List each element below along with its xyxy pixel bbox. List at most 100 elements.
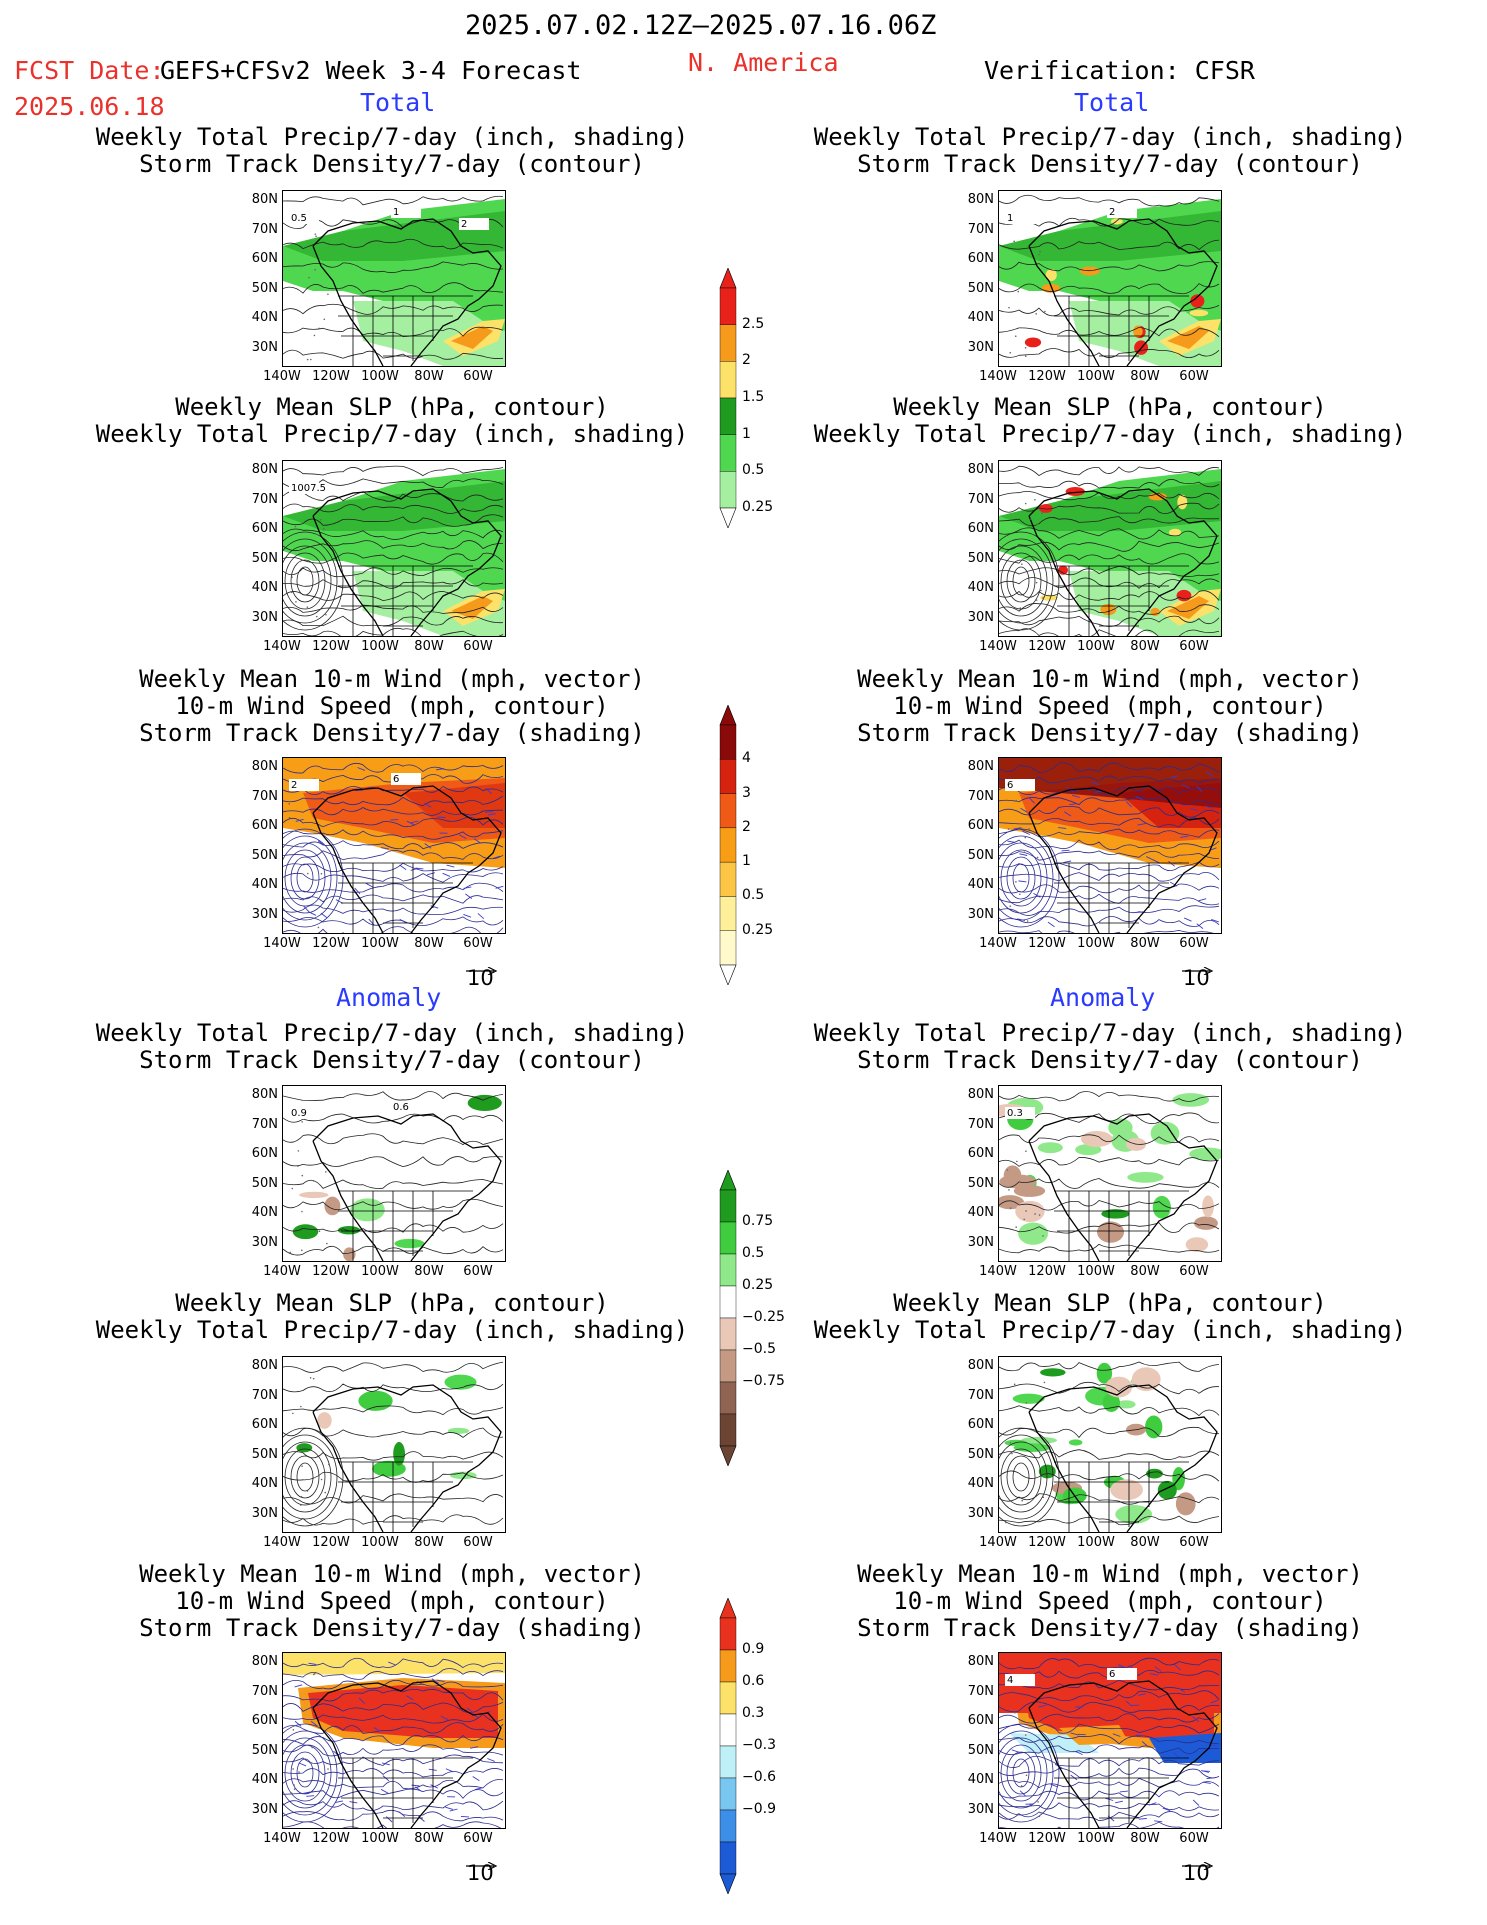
vector-reference-arrow-icon: [466, 960, 498, 976]
lon-tick-label: 80W: [1130, 1831, 1160, 1846]
contour-label-text: 0.6: [393, 1102, 409, 1113]
contour-label-text: 6: [1007, 780, 1013, 791]
total-label-right: Total: [1074, 88, 1150, 117]
lon-tick-label: 60W: [1179, 1831, 1209, 1846]
lon-tick-label: 80W: [414, 639, 444, 654]
contour-label: 6: [391, 773, 421, 785]
colorbar-precip_total: [719, 268, 737, 528]
colorbar-label: −0.3: [742, 1737, 776, 1753]
map-svg: 46: [999, 1653, 1221, 1828]
panel-title: Weekly Total Precip/7-day (inch, shading…: [95, 1316, 689, 1344]
colorbar-label: −0.9: [742, 1801, 776, 1817]
lon-tick-label: 140W: [263, 1535, 301, 1550]
fcst-date-label: FCST Date:: [14, 56, 165, 85]
lat-tick-label: 30N: [967, 1505, 994, 1521]
lat-tick-label: 60N: [967, 818, 994, 833]
lat-tick-label: 30N: [251, 609, 278, 625]
lon-tick-label: 100W: [361, 369, 399, 384]
contour-label-text: 2: [291, 780, 297, 791]
lon-tick-label: 60W: [463, 1831, 493, 1846]
total-label-left: Total: [360, 88, 436, 117]
map-svg: [999, 461, 1221, 636]
lat-tick-label: 70N: [967, 221, 994, 237]
panel-title: Weekly Mean 10-m Wind (mph, vector): [139, 1560, 645, 1588]
lon-tick-label: 60W: [463, 936, 493, 951]
panel-title: Weekly Mean 10-m Wind (mph, vector): [139, 665, 645, 693]
contour-label: 6: [1005, 779, 1035, 791]
lon-tick-label: 120W: [312, 639, 350, 654]
panel-title: Storm Track Density/7-day (contour): [139, 150, 645, 178]
lon-tick-label: 140W: [263, 369, 301, 384]
lon-tick-label: 80W: [414, 1535, 444, 1550]
lat-tick-label: 60N: [967, 251, 994, 266]
lat-tick-label: 60N: [967, 1146, 994, 1161]
contour-label-text: 1: [393, 207, 399, 218]
colorbar-label: 1.5: [742, 389, 765, 405]
panel-title: 10-m Wind Speed (mph, contour): [175, 692, 609, 720]
colorbar-label: 0.75: [742, 1213, 774, 1229]
contour-label: 4: [1005, 1674, 1035, 1686]
lat-tick-label: 80N: [967, 1358, 994, 1373]
contour-label-text: 0.5: [291, 213, 307, 224]
panel-title: Weekly Mean 10-m Wind (mph, vector): [857, 665, 1363, 693]
contour-label: 2: [1107, 206, 1137, 218]
lon-tick-label: 60W: [463, 1535, 493, 1550]
contour-label: 0.5: [289, 212, 319, 224]
contour-label-text: 6: [1109, 1669, 1115, 1680]
map-svg: 26: [283, 758, 505, 933]
colorbar-label: 2: [742, 352, 751, 369]
lon-tick-label: 60W: [463, 1264, 493, 1279]
lon-tick-label: 140W: [979, 1264, 1017, 1279]
colorbar-label: 0.5: [742, 887, 765, 904]
lat-tick-label: 80N: [967, 1654, 994, 1669]
panel-title: 10-m Wind Speed (mph, contour): [893, 1587, 1327, 1615]
contour-label: 0.3: [1005, 1107, 1035, 1119]
lat-tick-label: 50N: [251, 550, 278, 566]
colorbar-label: 0.3: [742, 1705, 765, 1721]
lat-tick-label: 60N: [251, 1713, 278, 1728]
panel-title: Weekly Total Precip/7-day (inch, shading…: [95, 1019, 689, 1047]
lon-tick-label: 100W: [361, 1831, 399, 1846]
lat-tick-label: 50N: [251, 280, 278, 296]
lon-tick-label: 80W: [414, 1831, 444, 1846]
lat-tick-label: 30N: [251, 339, 278, 355]
map-svg: [999, 1357, 1221, 1532]
lon-tick-label: 60W: [1179, 1264, 1209, 1279]
lat-tick-label: 60N: [251, 1146, 278, 1161]
lon-tick-label: 120W: [312, 936, 350, 951]
lon-tick-label: 120W: [312, 369, 350, 384]
map-svg: 12: [999, 191, 1221, 366]
map-plot: 6: [998, 757, 1222, 934]
lon-tick-label: 140W: [263, 639, 301, 654]
contour-label-text: 4: [1007, 1675, 1013, 1686]
map-svg: 6: [999, 758, 1221, 933]
contour-label-text: 0.3: [1007, 1108, 1023, 1119]
model-label: GEFS+CFSv2 Week 3-4 Forecast: [160, 56, 582, 85]
lat-tick-label: 40N: [251, 1476, 278, 1491]
lat-tick-label: 60N: [967, 1713, 994, 1728]
contour-label: 2: [459, 218, 489, 230]
contour-label-text: 2: [461, 219, 467, 230]
lon-tick-label: 120W: [312, 1264, 350, 1279]
lat-tick-label: 30N: [251, 1801, 278, 1817]
lat-tick-label: 70N: [251, 1387, 278, 1403]
lon-tick-label: 100W: [1077, 369, 1115, 384]
lat-tick-label: 50N: [967, 1742, 994, 1758]
lon-tick-label: 80W: [414, 1264, 444, 1279]
map-svg: 0.9 0.6: [283, 1086, 505, 1261]
colorbar-precip_anom: [719, 1170, 737, 1466]
panel-title: 10-m Wind Speed (mph, contour): [893, 692, 1327, 720]
lat-tick-label: 40N: [251, 1205, 278, 1220]
contour-label-text: 1007.5: [291, 483, 326, 494]
lat-tick-label: 70N: [251, 788, 278, 804]
lat-tick-label: 70N: [251, 1116, 278, 1132]
fcst-date-value: 2025.06.18: [14, 92, 165, 121]
lon-tick-label: 100W: [361, 1535, 399, 1550]
lat-tick-label: 30N: [251, 906, 278, 922]
lat-tick-label: 80N: [251, 192, 278, 207]
lat-tick-label: 50N: [251, 1742, 278, 1758]
panel-title: Storm Track Density/7-day (shading): [139, 719, 645, 747]
panel-title: Weekly Total Precip/7-day (inch, shading…: [813, 1019, 1407, 1047]
lon-tick-label: 140W: [979, 639, 1017, 654]
